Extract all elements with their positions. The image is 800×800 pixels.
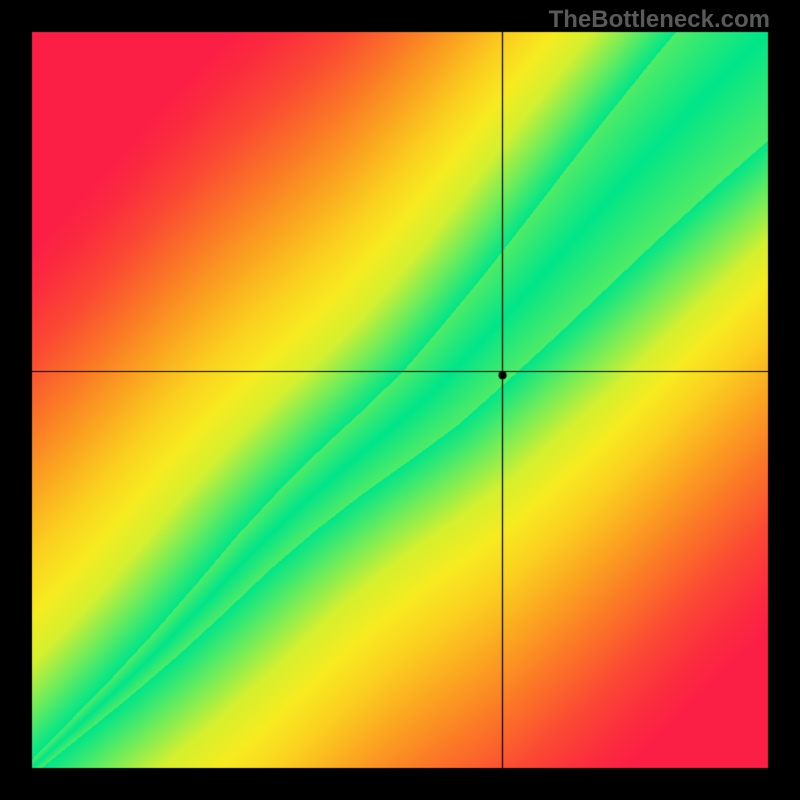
chart-container: TheBottleneck.com bbox=[0, 0, 800, 800]
watermark-label: TheBottleneck.com bbox=[549, 6, 770, 34]
heatmap-canvas bbox=[0, 0, 800, 800]
